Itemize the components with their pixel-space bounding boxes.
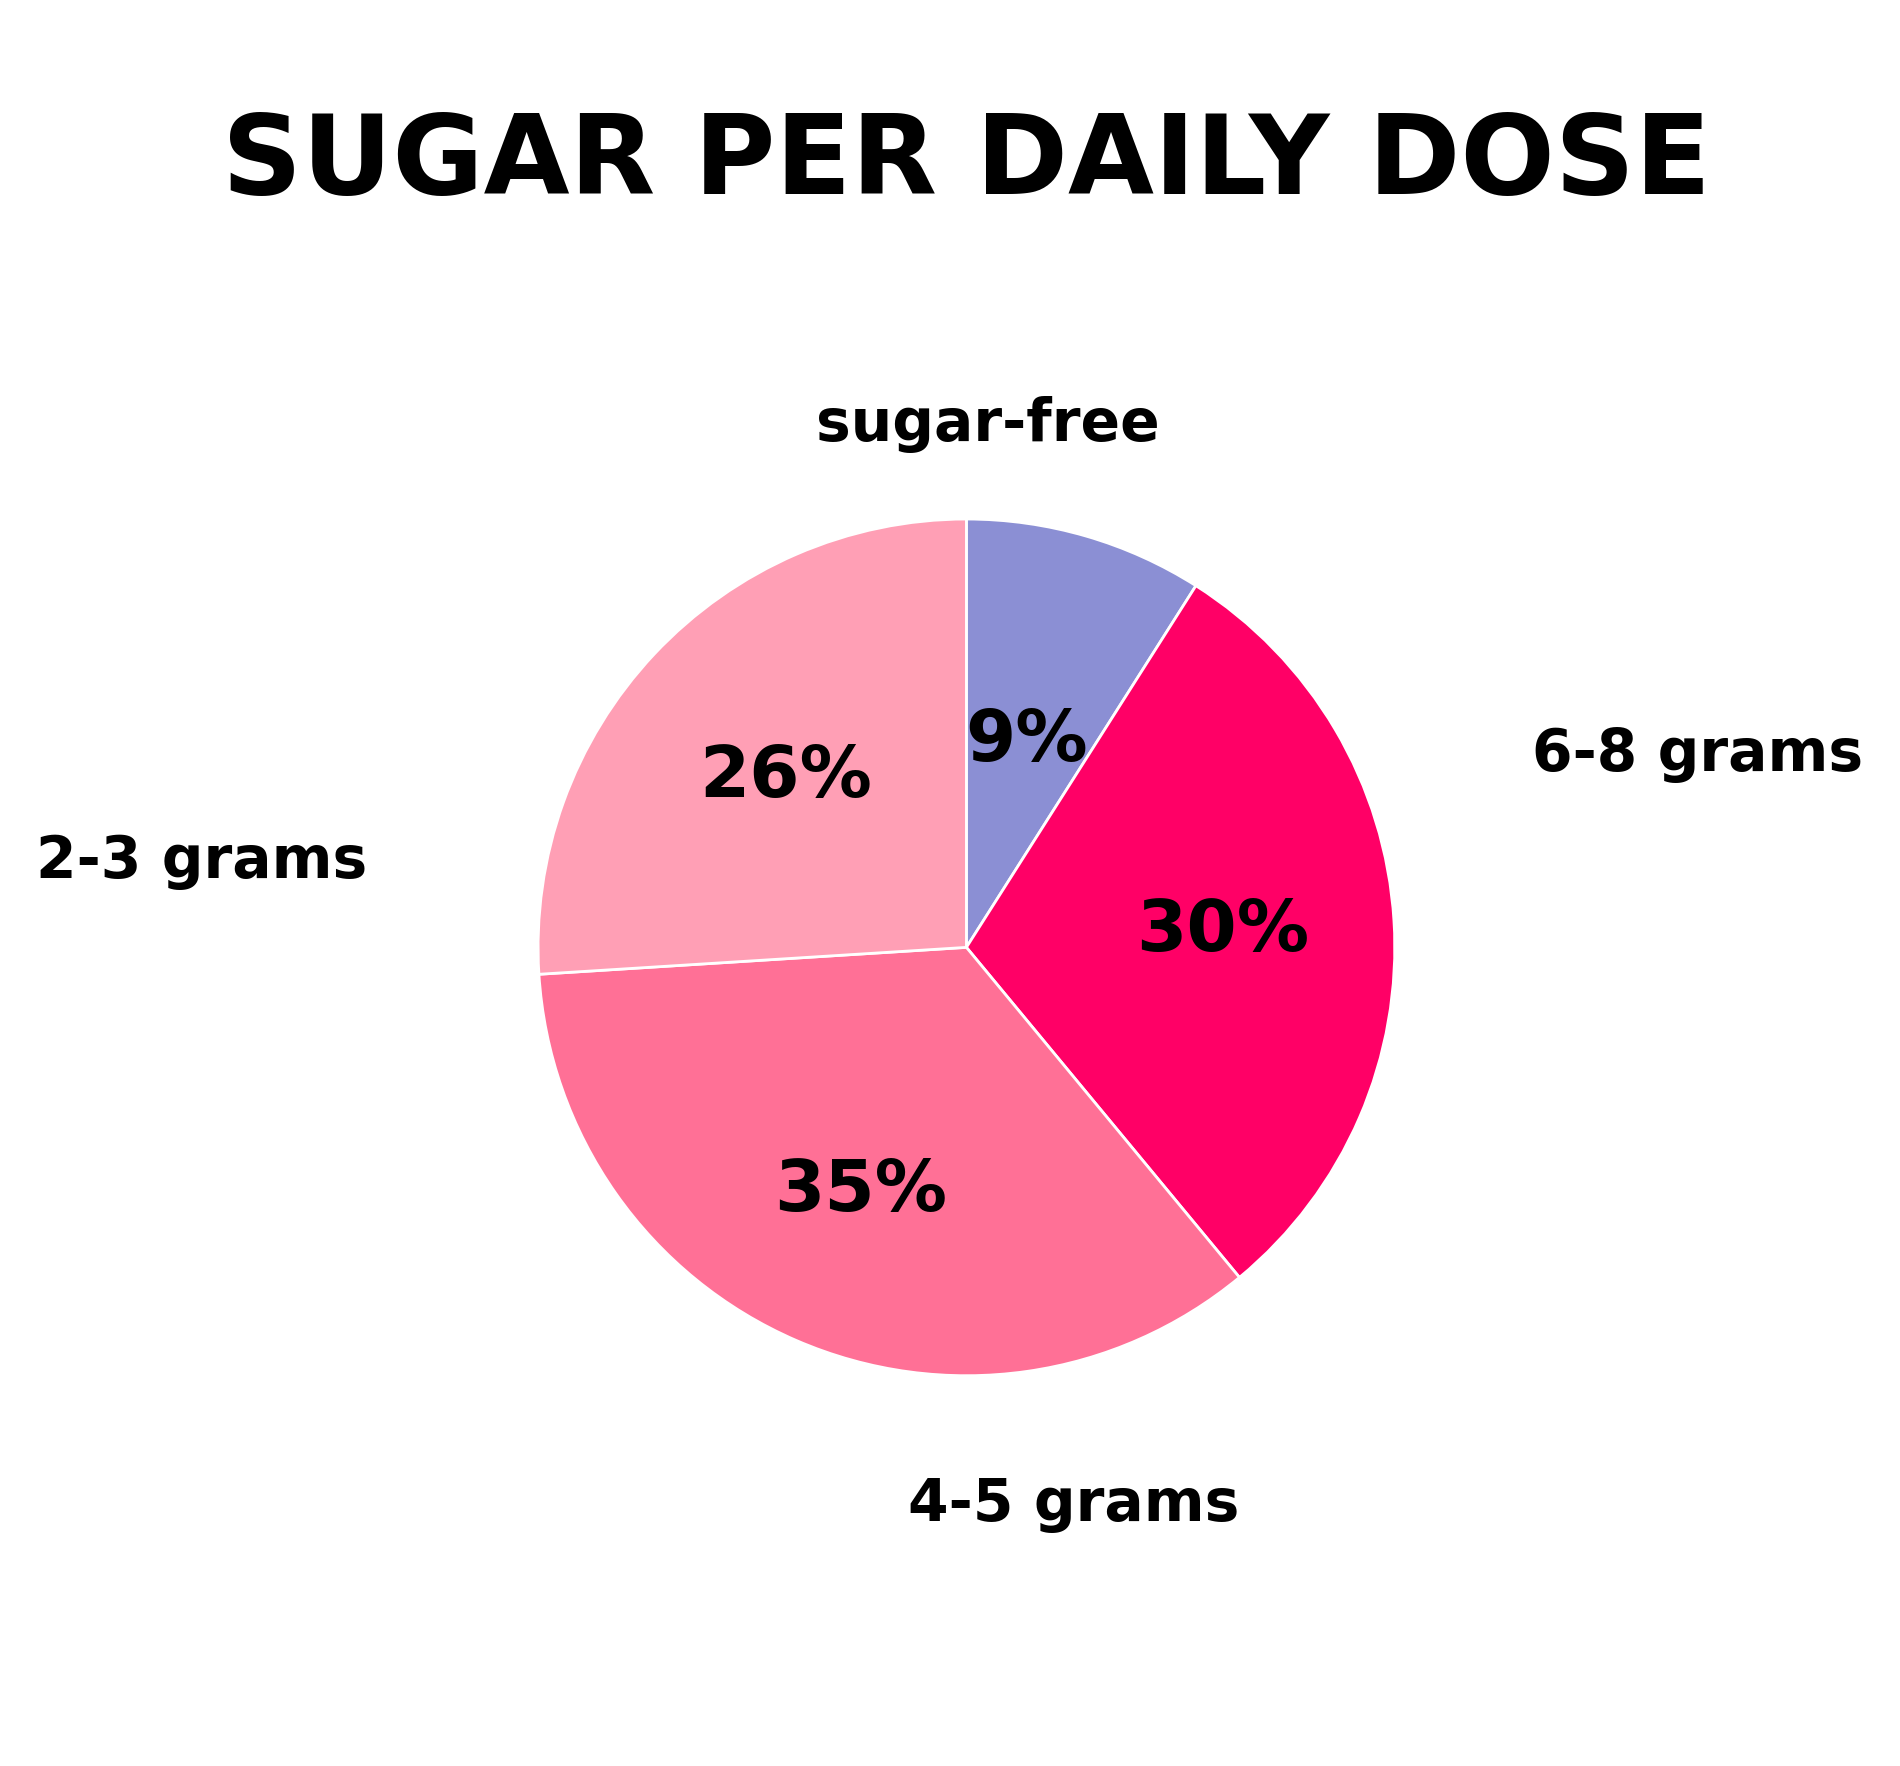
Text: 4-5 grams: 4-5 grams xyxy=(908,1476,1239,1533)
Text: 35%: 35% xyxy=(775,1157,948,1226)
Wedge shape xyxy=(967,519,1195,947)
Text: sugar-free: sugar-free xyxy=(815,396,1159,454)
Wedge shape xyxy=(967,586,1395,1277)
Text: 6-8 grams: 6-8 grams xyxy=(1531,726,1864,782)
Wedge shape xyxy=(538,519,967,975)
Wedge shape xyxy=(540,947,1239,1376)
Text: 26%: 26% xyxy=(699,743,872,812)
Text: 2-3 grams: 2-3 grams xyxy=(36,834,367,890)
Text: 9%: 9% xyxy=(965,706,1087,777)
Title: SUGAR PER DAILY DOSE: SUGAR PER DAILY DOSE xyxy=(222,109,1710,217)
Text: 30%: 30% xyxy=(1136,897,1309,966)
